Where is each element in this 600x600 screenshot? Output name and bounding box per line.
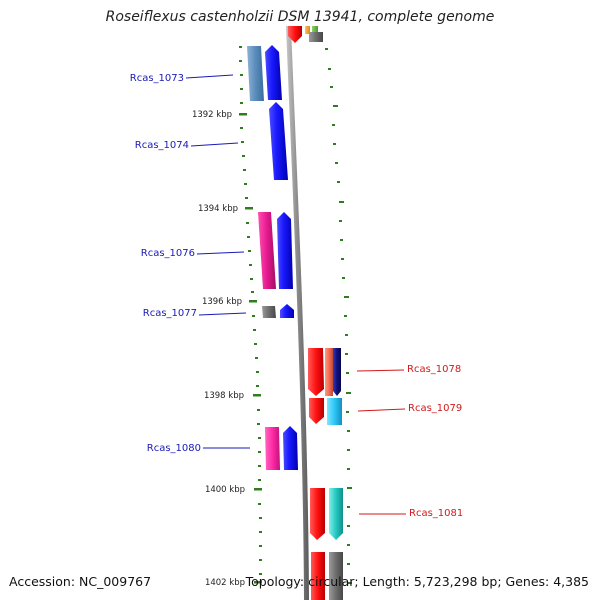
gene-rcas-1077[interactable] (262, 304, 294, 318)
leader-line-rcas-1077 (198, 312, 247, 316)
outer-ruler (239, 46, 262, 575)
inner-ruler (325, 48, 352, 584)
leader-line-rcas-1078 (356, 369, 405, 372)
genome-summary-text: Topology: circular; Length: 5,723,298 bp… (245, 574, 589, 589)
kbp-label-1400: 1400 kbp (205, 485, 245, 495)
right-labels: Rcas_1078 Rcas_1079 Rcas_1081 (356, 364, 463, 519)
kbp-label-1392: 1392 kbp (192, 110, 232, 120)
gene-rcas-1076[interactable] (258, 212, 293, 289)
gene-top-green (312, 26, 318, 34)
kbp-label-1398: 1398 kbp (204, 391, 244, 401)
kbp-label-1396: 1396 kbp (202, 297, 242, 307)
gene-rcas-1079[interactable] (309, 398, 342, 425)
kbp-tick-1398 (253, 394, 261, 397)
gene-top-red (288, 26, 302, 43)
gene-top-orange (305, 26, 310, 34)
top-partial-genes (288, 26, 323, 43)
bottom-partial-genes (311, 552, 343, 600)
leader-line-rcas-1073 (185, 74, 234, 79)
genome-backbone (286, 26, 309, 600)
genome-title: Roseiflexus castenholzii DSM 13941, comp… (105, 9, 495, 25)
kbp-ruler: 1392 kbp 1394 kbp 1396 kbp 1398 kbp 1400… (192, 110, 262, 588)
label-rcas-1079[interactable]: Rcas_1079 (408, 403, 462, 414)
gene-rcas-1073[interactable] (247, 45, 282, 101)
leader-line-rcas-1074 (190, 142, 239, 147)
label-rcas-1081[interactable]: Rcas_1081 (409, 508, 463, 519)
label-rcas-1076[interactable]: Rcas_1076 (141, 248, 195, 259)
label-rcas-1077[interactable]: Rcas_1077 (143, 308, 197, 319)
kbp-tick-1394 (245, 207, 253, 210)
label-rcas-1074[interactable]: Rcas_1074 (135, 140, 189, 151)
label-rcas-1078[interactable]: Rcas_1078 (407, 364, 461, 375)
kbp-tick-1402 (254, 581, 262, 584)
label-rcas-1073[interactable]: Rcas_1073 (130, 73, 184, 84)
kbp-tick-1392 (239, 113, 247, 116)
kbp-label-1402: 1402 kbp (205, 578, 245, 588)
kbp-tick-1396 (249, 300, 257, 303)
left-labels: Rcas_1073 Rcas_1074 Rcas_1076 Rcas_1077 … (130, 73, 250, 454)
label-rcas-1080[interactable]: Rcas_1080 (147, 443, 201, 454)
leader-line-rcas-1076 (196, 251, 245, 255)
accession-text: Accession: NC_009767 (9, 574, 152, 589)
gene-rcas-1081[interactable] (310, 488, 343, 540)
kbp-label-1394: 1394 kbp (198, 204, 238, 214)
gene-top-gray (309, 32, 323, 42)
kbp-tick-1400 (254, 488, 262, 491)
gene-rcas-1078[interactable] (308, 348, 341, 396)
gene-rcas-1080[interactable] (265, 426, 298, 470)
gene-rcas-1074[interactable] (269, 102, 288, 180)
leader-line-rcas-1079 (357, 408, 406, 412)
